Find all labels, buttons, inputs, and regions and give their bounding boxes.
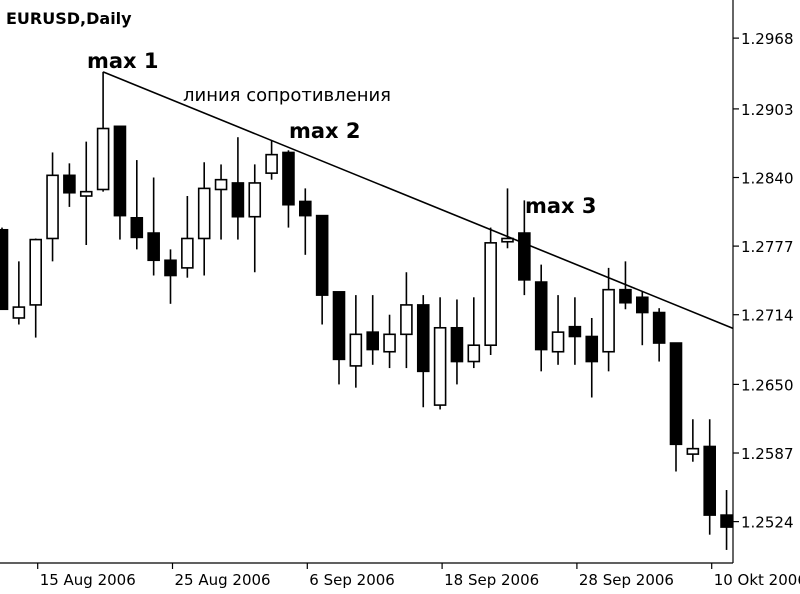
y-tick-label: 1.2840 bbox=[741, 170, 794, 188]
candle-body bbox=[484, 242, 497, 347]
candle-body bbox=[652, 311, 666, 344]
y-tick-label: 1.2968 bbox=[741, 30, 794, 48]
candle-body bbox=[703, 445, 717, 516]
candle-body bbox=[147, 232, 160, 262]
candle-body bbox=[12, 306, 26, 319]
y-tick-label: 1.2714 bbox=[741, 307, 794, 325]
candle-body bbox=[63, 174, 76, 194]
y-tick-label: 1.2777 bbox=[741, 238, 794, 256]
candle-body bbox=[450, 326, 464, 363]
candle-body bbox=[501, 237, 514, 243]
y-tick-label: 1.2903 bbox=[741, 101, 794, 119]
x-tick-label: 10 Okt 2006 bbox=[714, 571, 800, 589]
plot-area bbox=[0, 71, 734, 550]
candle-body bbox=[96, 127, 110, 191]
candle-body bbox=[248, 182, 262, 218]
y-tick-label: 1.2524 bbox=[741, 514, 794, 532]
candle-body bbox=[231, 182, 245, 218]
chart-title: EURUSD,Daily bbox=[6, 9, 132, 28]
candle-body bbox=[46, 174, 59, 240]
candle-body bbox=[467, 344, 481, 363]
candle-body bbox=[568, 325, 582, 338]
candle-body bbox=[164, 259, 177, 277]
candle-body bbox=[383, 333, 396, 353]
candle-body bbox=[265, 153, 278, 174]
candle-body bbox=[720, 514, 733, 528]
candle-body bbox=[585, 335, 599, 363]
candle-body bbox=[416, 304, 430, 373]
candle-body bbox=[602, 288, 615, 353]
x-tick-label: 25 Aug 2006 bbox=[175, 571, 271, 589]
candle-body bbox=[79, 190, 93, 197]
annotation: max 1 bbox=[87, 49, 159, 73]
candle-body bbox=[551, 331, 565, 353]
candle-body bbox=[534, 281, 548, 351]
candle-body bbox=[366, 331, 380, 351]
candle-body bbox=[619, 288, 632, 304]
candle-body bbox=[214, 178, 228, 191]
annotation: max 2 bbox=[289, 119, 361, 143]
resistance-line bbox=[102, 71, 734, 330]
candle-body bbox=[197, 187, 211, 240]
candle-body bbox=[113, 125, 127, 217]
candle-body bbox=[433, 326, 447, 406]
candle-body bbox=[400, 304, 413, 336]
candle-body bbox=[518, 232, 531, 281]
x-tick-label: 18 Sep 2006 bbox=[444, 571, 539, 589]
candle-body bbox=[29, 238, 43, 306]
candle-body bbox=[686, 447, 700, 455]
candle-body bbox=[332, 291, 346, 361]
candle-body bbox=[130, 216, 144, 239]
candle-body bbox=[315, 214, 329, 296]
annotation: max 3 bbox=[525, 194, 597, 218]
candle-body bbox=[298, 200, 312, 217]
candle-body bbox=[0, 228, 9, 311]
x-tick-label: 15 Aug 2006 bbox=[40, 571, 136, 589]
candle-body bbox=[635, 296, 649, 314]
candle-body bbox=[669, 342, 683, 446]
y-tick-label: 1.2650 bbox=[741, 376, 794, 394]
candle-body bbox=[349, 333, 363, 367]
candle-body bbox=[282, 151, 295, 206]
y-tick-label: 1.2587 bbox=[741, 445, 794, 463]
annotation: линия сопротивления bbox=[183, 85, 391, 106]
candle-body bbox=[181, 237, 194, 269]
x-tick-label: 6 Sep 2006 bbox=[309, 571, 395, 589]
x-tick-label: 28 Sep 2006 bbox=[579, 571, 674, 589]
